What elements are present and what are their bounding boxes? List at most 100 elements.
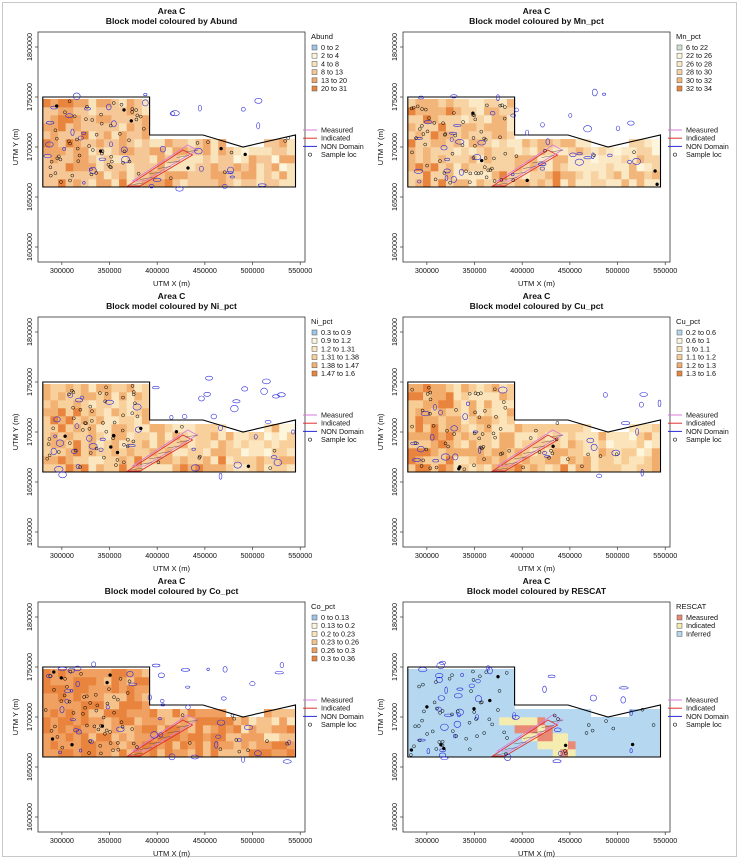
legend-swatch (311, 362, 318, 369)
block-cell (529, 171, 538, 180)
block-cell (506, 416, 515, 425)
block-cell (461, 107, 470, 116)
block-cell (438, 685, 447, 694)
non-domain-shape (210, 413, 217, 420)
block-cell (545, 163, 554, 172)
block-cell (264, 749, 272, 758)
block-cell (103, 171, 112, 180)
block-cell (202, 456, 211, 465)
block-cell (187, 749, 196, 758)
block-cell (522, 741, 531, 750)
sample-point (131, 741, 136, 746)
non-domain-shape (89, 739, 94, 745)
block-cell (644, 456, 653, 465)
sample-point (156, 460, 161, 465)
non-domain-shape (70, 128, 75, 136)
block-cell (499, 709, 508, 718)
sample-point (135, 113, 140, 118)
block-cell (461, 123, 470, 132)
block-cell (529, 179, 538, 188)
sample-point (121, 413, 125, 418)
non-domain-shape (241, 756, 245, 763)
legend-swatch (676, 622, 683, 629)
block-cell (506, 147, 515, 156)
block-cell (583, 155, 592, 164)
block-cell (613, 432, 622, 441)
block-cell (119, 384, 127, 393)
sample-point (491, 431, 496, 436)
block-cell (195, 155, 204, 164)
block-cell (598, 717, 607, 726)
block-cell (575, 147, 584, 156)
sample-point (120, 428, 125, 433)
block-cell (218, 749, 227, 758)
sample-point (528, 436, 533, 440)
sample-point (108, 123, 113, 128)
sample-point (580, 464, 584, 469)
block-cell (567, 709, 576, 718)
sample-point (478, 674, 482, 679)
sample-point (468, 180, 472, 184)
non-domain-shape (230, 405, 239, 413)
block-cell (644, 179, 653, 188)
block-cell (545, 464, 554, 473)
sample-point (503, 151, 508, 156)
sample-point (206, 140, 210, 144)
legend-class-label: Measured (686, 613, 718, 622)
block-cell (286, 709, 295, 718)
block-cell (522, 456, 531, 465)
block-cell (42, 709, 51, 718)
non-domain-shape (413, 168, 424, 174)
block-cell (629, 179, 637, 188)
drill-line (176, 440, 190, 443)
sample-point (57, 154, 61, 159)
block-cell (271, 456, 280, 465)
block-cell (141, 408, 150, 417)
block-cell (210, 464, 219, 473)
block-cell (80, 139, 89, 148)
legend-class-label: 1 to 1.1 (686, 344, 710, 353)
block-cell (126, 123, 135, 132)
block-cell (629, 155, 637, 164)
non-domain-shape (222, 666, 228, 673)
block-cell (65, 139, 74, 148)
block-cell (468, 701, 477, 710)
block-cell (468, 400, 477, 409)
block-cell (103, 749, 112, 758)
block-cell (552, 456, 561, 465)
sample-point (467, 391, 472, 396)
block-cell (65, 131, 74, 140)
block-cell (606, 147, 615, 156)
block-cell (141, 400, 150, 409)
non-domain-shape (627, 120, 635, 126)
block-cell (42, 448, 51, 457)
block-cell (42, 749, 51, 758)
block-cell (58, 139, 66, 148)
non-domain-shape (253, 434, 258, 440)
x-tick-label: 550000 (653, 551, 677, 560)
sample-point (104, 429, 109, 434)
sample-point (497, 689, 502, 693)
non-domain-shape (236, 738, 242, 742)
block-cell (461, 717, 470, 726)
block-cell (172, 432, 181, 441)
block-cell (141, 749, 150, 758)
sample-point (84, 421, 88, 426)
legend-class-label: 0.9 to 1.2 (321, 336, 351, 345)
block-cell (241, 741, 250, 750)
x-axis-title: UTM X (m) (153, 279, 191, 288)
sample-point (443, 132, 448, 136)
block-cell (42, 139, 51, 148)
block-cell (180, 717, 189, 726)
legend-class-label: 4 to 8 (321, 59, 339, 68)
block-cell (491, 424, 500, 433)
block-cell (119, 725, 127, 734)
overlay-legend-label: Sample loc (686, 435, 722, 444)
block-cell (407, 131, 416, 140)
sample-point (119, 102, 124, 107)
block-cell (644, 717, 653, 726)
